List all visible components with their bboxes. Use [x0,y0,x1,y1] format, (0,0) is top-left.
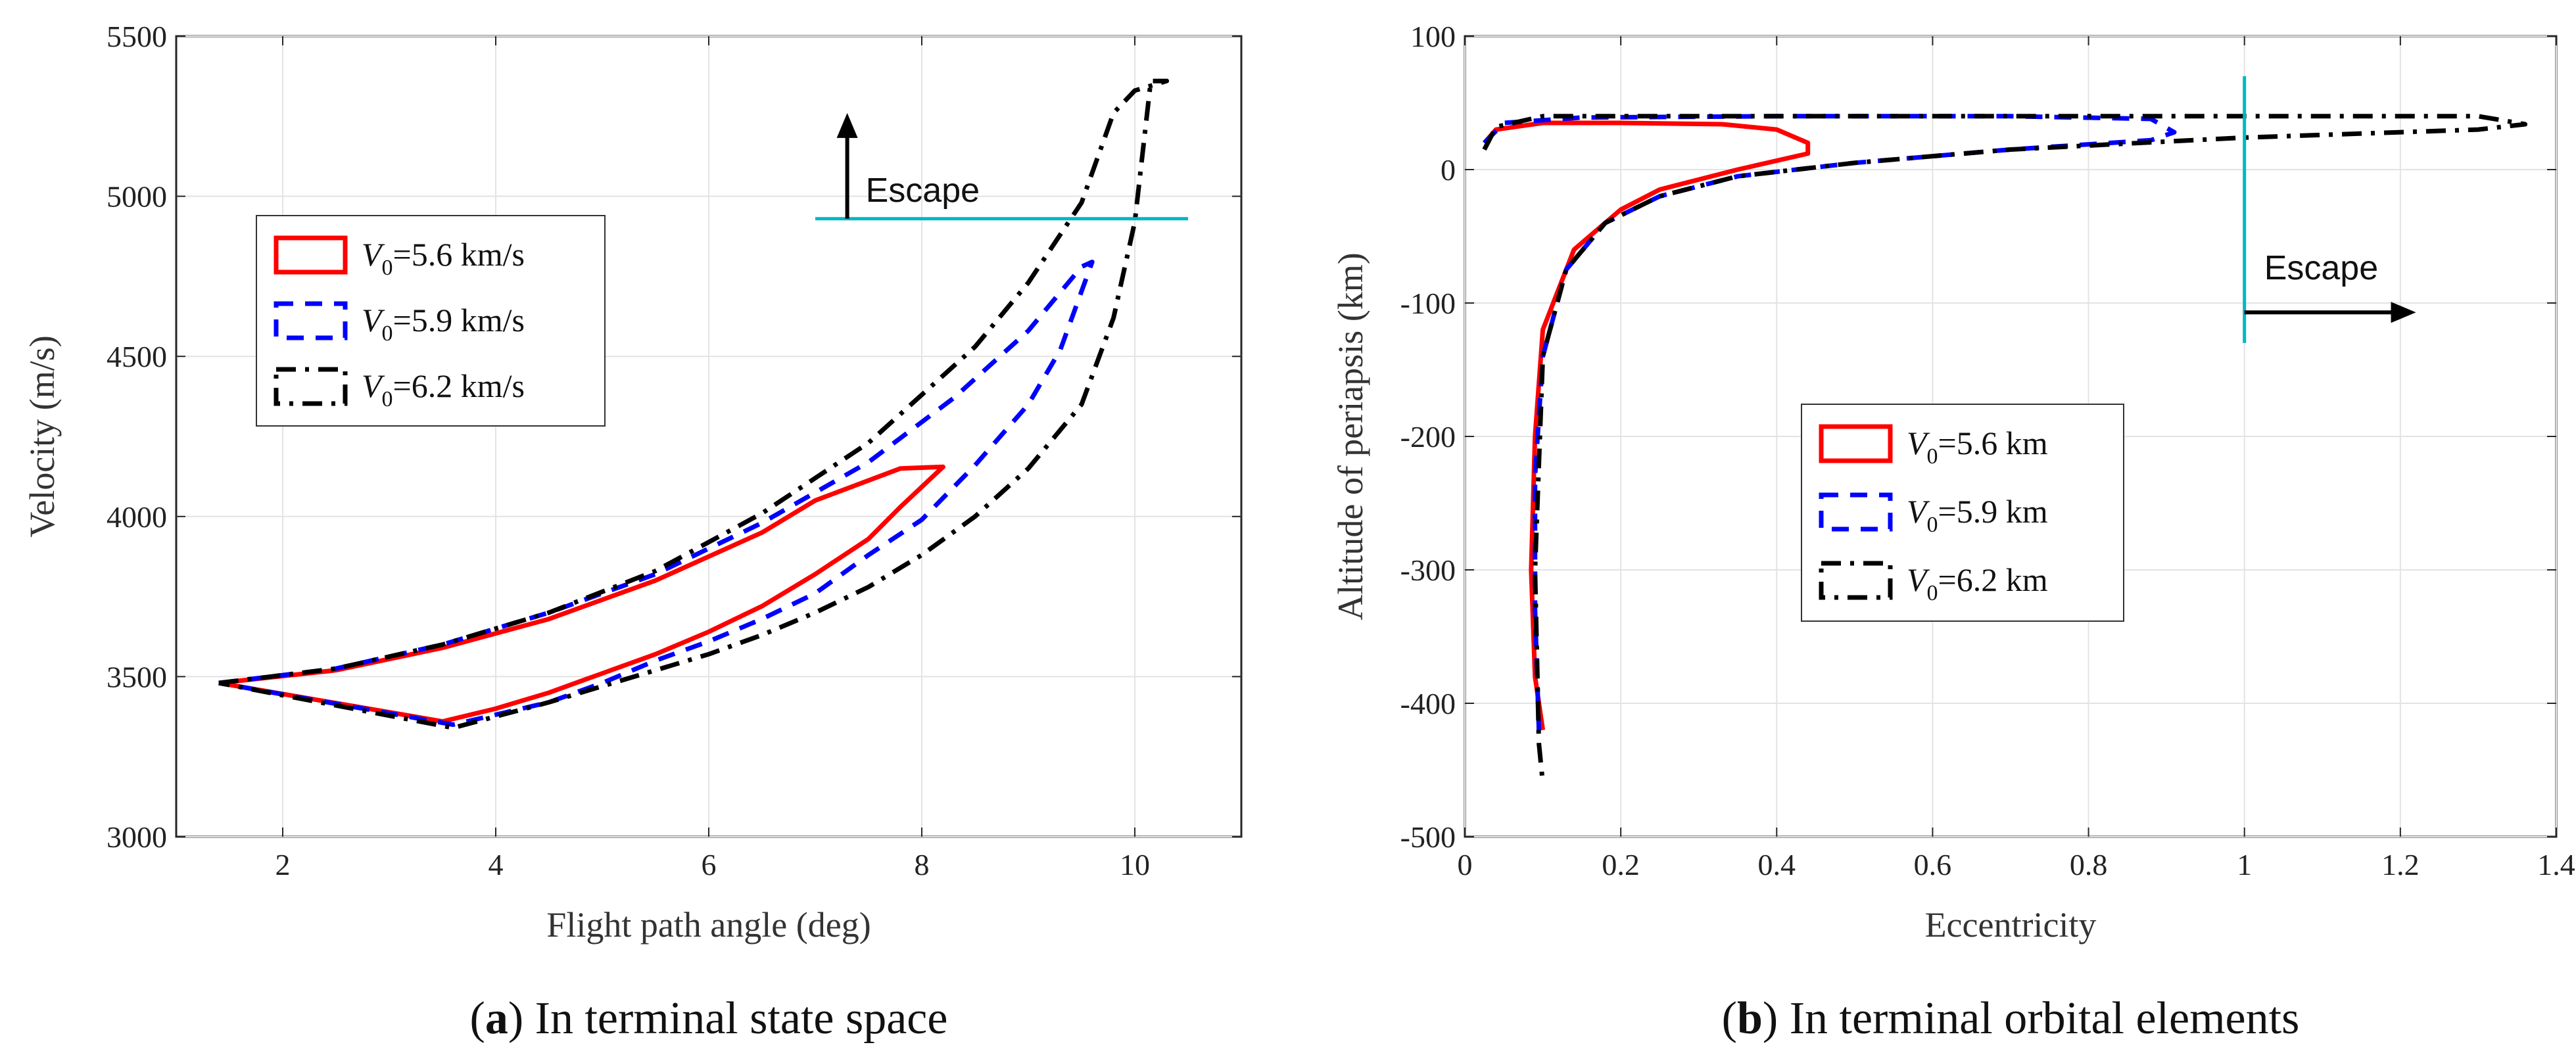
legend-subscript: 0 [382,387,393,411]
legend-label-2: V0=5.9 km [1907,493,2048,537]
panel-b-y-axis-label: Altitude of periapsis (km) [1331,252,1370,620]
legend-swatch-2 [274,301,348,340]
legend-suffix: =5.6 km/s [393,236,525,273]
y-tick-label: 5500 [107,20,167,53]
y-tick-label: 4000 [107,500,167,534]
legend-suffix: =5.9 km/s [393,302,525,339]
panel-b-grid [1464,35,2557,837]
y-tick-label: -200 [1400,420,1456,454]
x-tick-label: 1.2 [2381,848,2420,881]
panel-b-escape-label: Escape [2264,249,2378,287]
y-tick-label: -400 [1400,687,1456,720]
x-tick-label: 0.6 [1914,848,1952,881]
panel-b-caption-letter: b [1737,993,1763,1044]
x-tick-label: 0.8 [2070,848,2108,881]
legend-label-1: V0=5.6 km [1907,425,2048,469]
legend-suffix: =5.9 km [1938,493,2048,530]
panel-a-x-axis-label: Flight path angle (deg) [546,905,871,945]
legend-suffix: =5.6 km [1938,425,2048,461]
y-tick-label: 3000 [107,820,167,854]
x-tick-label: 0.4 [1758,848,1796,881]
x-tick-label: 4 [489,848,504,881]
panel-a-caption: (a) In terminal state space [470,993,948,1044]
panel-b-legend-box [1801,404,2124,622]
panel-a-caption-open: ( [470,993,485,1044]
panel-a-ticks: 2 4 6 8 10 3000 3500 4000 4500 5000 5500 [107,20,1241,881]
panel-b-ticks: 0 0.2 0.4 0.6 0.8 1 1.2 1.4 -500 -400 -300 -200 -100… [1400,20,2575,881]
y-tick-label: -500 [1400,820,1456,854]
legend-swatch-2 [1819,492,1893,532]
legend-prefix: V [362,367,385,404]
y-tick-label: -100 [1400,287,1456,320]
legend-swatch-3 [274,367,348,406]
panel-b-caption-open: ( [1722,993,1737,1044]
x-tick-label: 2 [275,848,291,881]
panel-b-chart: 0 0.2 0.4 0.6 0.8 1 1.2 1.4 -500 -400 -300 -200 -100… [1331,20,2575,1044]
panel-a-escape-label: Escape [866,172,980,210]
x-tick-label: 8 [915,848,930,881]
legend-prefix: V [1907,493,1930,530]
legend-label-2: V0=5.9 km/s [362,302,525,346]
series-line-3 [1482,114,2528,784]
legend-prefix: V [1907,561,1930,598]
panel-b-x-axis-label: Eccentricity [1925,905,2097,945]
series-line-1 [218,464,945,724]
panel-b-series [1482,114,2528,784]
legend-label-3: V0=6.2 km/s [362,367,525,411]
panel-b-caption-text: ) In terminal orbital elements [1763,993,2299,1044]
panel-a-caption-letter: a [485,993,508,1044]
y-tick-label: 100 [1410,20,1456,53]
legend-subscript: 0 [382,321,393,346]
panel-a-series [218,78,1170,730]
y-tick-label: 0 [1441,153,1456,187]
x-tick-label: 6 [702,848,717,881]
legend-suffix: =6.2 km/s [393,367,525,404]
panel-a-annotation: Escape [815,112,1188,221]
legend-prefix: V [362,302,385,339]
x-tick-label: 0.2 [1602,848,1640,881]
panel-a-escape-arrowhead [836,112,858,138]
legend-swatch-3 [1819,561,1893,600]
panel-b-caption: (b) In terminal orbital elements [1722,993,2300,1044]
legend-prefix: V [362,236,385,273]
panel-a-y-axis-label: Velocity (m/s) [22,335,62,537]
legend-suffix: =6.2 km [1938,561,2048,598]
panel-a-legend: V0=5.6 km/sV0=5.9 km/sV0=6.2 km/s [256,215,606,427]
series-line-3 [218,78,1170,730]
legend-label-1: V0=5.6 km/s [362,236,525,280]
series-line-2 [218,260,1095,727]
legend-swatch-1 [1819,424,1893,463]
y-tick-label: 5000 [107,180,167,214]
panel-b-escape-arrowhead [2391,302,2416,323]
x-tick-label: 1 [2237,848,2252,881]
x-tick-label: 0 [1458,848,1473,881]
legend-subscript: 0 [382,256,393,280]
panel-b-annotation: Escape [2243,76,2416,343]
series-line-1 [1482,120,1811,731]
legend-prefix: V [1907,425,1930,461]
legend-subscript: 0 [1927,581,1938,605]
legend-subscript: 0 [1927,444,1938,469]
legend-swatch-1 [274,235,348,275]
y-tick-label: 4500 [107,340,167,373]
y-tick-label: -300 [1400,553,1456,587]
x-tick-label: 1.4 [2537,848,2575,881]
y-tick-label: 3500 [107,660,167,693]
x-tick-label: 10 [1120,848,1150,881]
legend-subscript: 0 [1927,513,1938,537]
legend-label-3: V0=6.2 km [1907,561,2048,605]
panel-a-caption-text: ) In terminal state space [508,993,948,1044]
panel-a-legend-box [256,215,606,427]
